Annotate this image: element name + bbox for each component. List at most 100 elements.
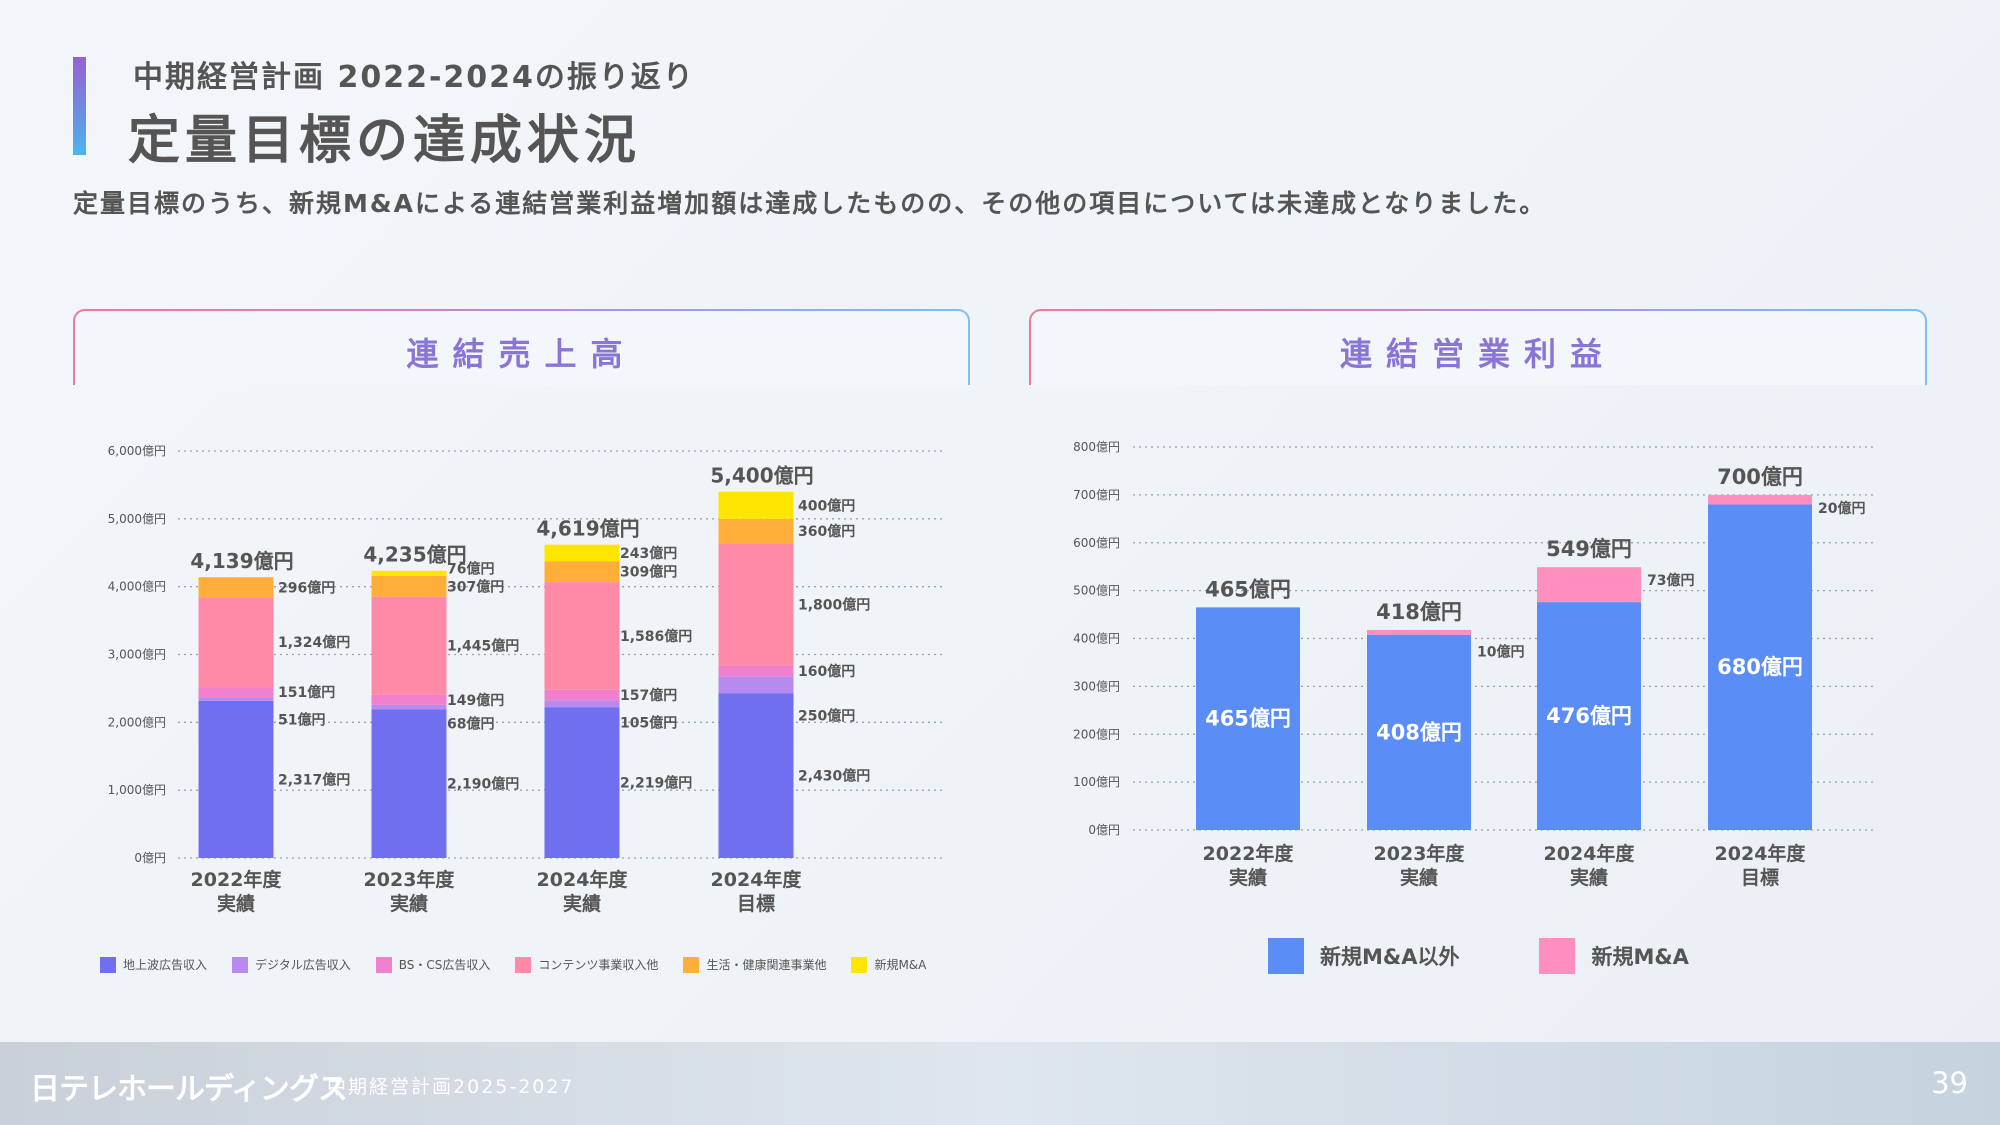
profit-total-label: 549億円 xyxy=(1546,537,1632,561)
sales-legend-item: デジタル広告収入 xyxy=(232,956,351,973)
sales-total-label: 4,235億円 xyxy=(363,543,466,567)
sales-category-sublabel: 目標 xyxy=(737,892,775,915)
sales-legend: 地上波広告収入 デジタル広告収入 BS・CS広告収入 コンテンツ事業収入他 生活・健康関… xyxy=(100,956,951,973)
sales-legend-swatch xyxy=(100,956,116,973)
profit-legend: 新規M&A以外 新規M&A xyxy=(1268,938,1769,974)
profit-y-tick-label: 500億円 xyxy=(1073,584,1120,598)
profit-category-label: 2024年度 xyxy=(1544,842,1636,865)
sales-segment-label: 149億円 xyxy=(447,692,504,709)
profit-bar-segment xyxy=(1367,634,1471,830)
profit-bar-segment xyxy=(1537,567,1641,603)
sales-bar-segment xyxy=(371,704,447,710)
sales-bar-segment xyxy=(544,582,620,690)
profit-ma-label: 10億円 xyxy=(1477,644,1524,661)
profit-y-tick-label: 700億円 xyxy=(1073,488,1120,502)
profit-panel-header: 連結営業利益 xyxy=(1029,309,1927,385)
sales-bar-segment xyxy=(371,709,447,858)
sales-bar-segment xyxy=(718,676,794,694)
sales-segment-label: 250億円 xyxy=(798,708,855,725)
profit-ma-label: 73億円 xyxy=(1647,572,1694,589)
sales-bar-segment xyxy=(718,693,794,858)
sales-segment-label: 2,190億円 xyxy=(447,776,519,793)
sales-bar-segment xyxy=(371,694,447,705)
sales-legend-item: コンテンツ事業収入他 xyxy=(515,956,658,973)
footer-bar: 日テレホールディングス 中期経営計画2025-2027 39 xyxy=(0,1042,2000,1125)
sales-category-sublabel: 実績 xyxy=(217,892,255,915)
profit-legend-item: 新規M&A以外 xyxy=(1268,938,1459,974)
profit-y-tick-label: 100億円 xyxy=(1073,775,1120,789)
profit-category-sublabel: 実績 xyxy=(1400,866,1438,889)
sales-segment-label: 243億円 xyxy=(620,545,677,562)
sales-bar-segment xyxy=(371,596,447,695)
sales-bar-segment xyxy=(198,700,274,858)
sales-segment-label: 1,800億円 xyxy=(798,596,870,613)
sales-legend-item: 生活・健康関連事業他 xyxy=(683,956,826,973)
footer-plan-name: 中期経営計画2025-2027 xyxy=(327,1076,575,1098)
profit-y-tick-label: 400億円 xyxy=(1073,632,1120,646)
profit-total-label: 700億円 xyxy=(1717,465,1803,489)
profit-y-tick-label: 0億円 xyxy=(1088,823,1120,837)
sales-panel-title: 連結売上高 xyxy=(406,335,637,373)
profit-category-sublabel: 実績 xyxy=(1229,866,1267,889)
sales-segment-label: 307億円 xyxy=(447,578,504,595)
sales-bar-segment xyxy=(718,543,794,666)
page-subtitle: 中期経営計画 2022-2024の振り返り xyxy=(133,60,695,95)
sales-segment-label: 105億円 xyxy=(620,715,677,732)
profit-category-label: 2024年度 xyxy=(1715,842,1807,865)
sales-bar-segment xyxy=(544,707,620,858)
sales-legend-item: 地上波広告収入 xyxy=(100,956,207,973)
profit-legend-label: 新規M&A xyxy=(1591,945,1689,969)
sales-bar-segment xyxy=(371,570,447,576)
sales-legend-label: デジタル広告収入 xyxy=(255,958,351,972)
sales-legend-item: 新規M&A xyxy=(851,956,926,973)
sales-category-label: 2023年度 xyxy=(364,868,456,891)
sales-segment-label: 157億円 xyxy=(620,687,677,704)
profit-bar-segment xyxy=(1708,504,1812,830)
profit-base-label: 408億円 xyxy=(1376,720,1462,744)
profit-legend-swatch xyxy=(1539,938,1576,974)
sales-y-tick-label: 1,000億円 xyxy=(108,783,166,797)
profit-base-label: 476億円 xyxy=(1546,704,1632,728)
sales-segment-label: 51億円 xyxy=(278,711,325,728)
profit-y-tick-label: 600億円 xyxy=(1073,536,1120,550)
profit-total-label: 465億円 xyxy=(1205,577,1291,601)
sales-legend-swatch xyxy=(515,956,532,973)
sales-y-tick-label: 6,000億円 xyxy=(108,444,166,458)
profit-y-tick-label: 300億円 xyxy=(1073,679,1120,693)
sales-legend-label: 生活・健康関連事業他 xyxy=(706,958,827,972)
profit-bar-segment xyxy=(1196,607,1300,830)
profit-bar-segment xyxy=(1367,629,1471,635)
sales-legend-item: BS・CS広告収入 xyxy=(375,956,491,973)
sales-total-label: 4,619億円 xyxy=(536,517,639,541)
profit-category-label: 2023年度 xyxy=(1374,842,1466,865)
sales-bar-segment xyxy=(544,544,620,562)
sales-segment-label: 1,324億円 xyxy=(278,634,350,651)
sales-legend-swatch xyxy=(375,956,392,973)
sales-category-label: 2024年度 xyxy=(537,868,629,891)
sales-bar-segment xyxy=(371,575,447,597)
sales-legend-label: BS・CS広告収入 xyxy=(398,958,491,972)
sales-category-label: 2024年度 xyxy=(711,868,803,891)
sales-legend-label: コンテンツ事業収入他 xyxy=(538,958,659,972)
company-logo: 日テレホールディングス xyxy=(30,1072,348,1107)
sales-bar-segment xyxy=(198,687,274,698)
sales-segment-label: 400億円 xyxy=(798,497,855,514)
profit-y-tick-label: 200億円 xyxy=(1073,727,1120,741)
sales-segment-label: 1,445億円 xyxy=(447,638,519,655)
sales-bar-segment xyxy=(198,577,274,598)
sales-category-label: 2022年度 xyxy=(191,868,283,891)
sales-category-sublabel: 実績 xyxy=(390,892,428,915)
sales-y-tick-label: 0億円 xyxy=(134,851,166,865)
profit-total-label: 418億円 xyxy=(1376,600,1462,624)
profit-bar-segment xyxy=(1537,602,1641,830)
sales-panel-header: 連結売上高 xyxy=(73,309,970,385)
sales-legend-label: 地上波広告収入 xyxy=(123,958,208,972)
sales-legend-swatch xyxy=(683,956,700,973)
sales-y-tick-label: 4,000億円 xyxy=(108,580,166,594)
profit-y-tick-label: 800億円 xyxy=(1073,440,1120,454)
sales-segment-label: 151億円 xyxy=(278,684,335,701)
sales-bar-segment xyxy=(718,518,794,544)
sales-bar-segment xyxy=(544,689,620,701)
sales-y-tick-label: 2,000億円 xyxy=(108,715,166,729)
